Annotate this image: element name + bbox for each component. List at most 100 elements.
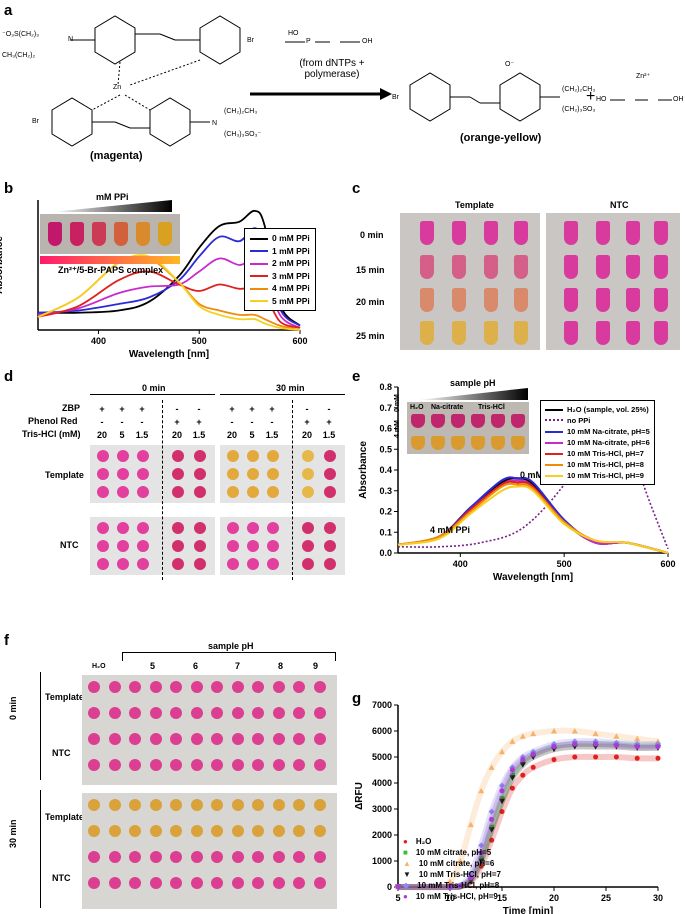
- well: [88, 759, 100, 771]
- data-point: [499, 782, 505, 789]
- data-point: [634, 735, 641, 742]
- series-band-3: [397, 743, 659, 891]
- data-point: [519, 762, 526, 768]
- d-row-zbp: ZBP: [62, 403, 80, 413]
- legend-label: 10 mM Tris-HCl, pH=7: [418, 870, 501, 879]
- x-tick-label: 25: [601, 893, 611, 903]
- legend-entry: ● 10 mM Tris-HCl, pH=9: [403, 891, 501, 902]
- b-inset-photo: [40, 214, 180, 254]
- well: [149, 759, 162, 771]
- zn2-label: Zn²⁺: [636, 73, 651, 80]
- legend-label: 0 mM PPi: [272, 233, 310, 243]
- well: [313, 799, 326, 811]
- legend-swatch: [545, 419, 563, 423]
- y-tick-label: 0.0: [379, 548, 392, 558]
- well: [293, 851, 305, 863]
- d-template: Template: [45, 470, 84, 480]
- bottom-chain2: (CH₃)₃SO₃⁻: [224, 131, 262, 138]
- f-ph-col: 8: [278, 661, 284, 671]
- e-inset-citrate: Na-citrate: [431, 404, 464, 411]
- well: [129, 681, 141, 693]
- well: [190, 877, 203, 889]
- data-point: [499, 796, 505, 802]
- c-row-25: 25 min: [356, 331, 385, 341]
- n-bottom: N: [212, 120, 218, 127]
- tube-3mm: [114, 222, 128, 246]
- data-point: [634, 744, 640, 750]
- data-point: [478, 842, 485, 849]
- data-point: [655, 755, 661, 761]
- data-point: [467, 871, 474, 877]
- n-left: N: [68, 36, 74, 43]
- well: [231, 681, 244, 693]
- legend-marker: ▼: [403, 870, 411, 879]
- data-point: [655, 744, 661, 750]
- well: [129, 733, 141, 745]
- d-zbp-value: -: [305, 404, 309, 414]
- legend-marker: ●: [403, 892, 408, 901]
- legend-entry: no PPi: [545, 415, 650, 426]
- well: [252, 851, 264, 863]
- panel-b-label: b: [4, 180, 14, 197]
- y-tick-label: 3000: [372, 804, 392, 814]
- legend-entry: 10 mM Tris-HCl, pH=9: [545, 470, 650, 481]
- d-time-0: 0 min: [142, 383, 166, 393]
- c-row-20: 20 min: [356, 297, 385, 307]
- well: [190, 707, 203, 719]
- d-zbp-value: -: [327, 404, 331, 414]
- zn-label: Zn: [113, 84, 122, 91]
- p-top: P: [306, 38, 311, 45]
- data-point: [519, 733, 526, 739]
- well: [272, 799, 285, 811]
- d-photo-30min-template: [220, 445, 345, 503]
- well: [88, 877, 100, 889]
- well: [129, 851, 141, 863]
- well: [170, 877, 182, 889]
- well: [293, 799, 305, 811]
- legend-entry: 5 mM PPi: [250, 295, 310, 308]
- well: [272, 759, 285, 771]
- e-label-4mm: 4 mM PPi: [430, 525, 471, 535]
- data-point: [395, 884, 401, 890]
- panel-f-label: f: [4, 632, 9, 649]
- data-point: [571, 738, 578, 745]
- d-zbp-value: +: [249, 404, 255, 414]
- well: [231, 825, 244, 837]
- well: [149, 877, 162, 889]
- well: [231, 877, 244, 889]
- data-point: [551, 728, 557, 734]
- legend-entry: H₂O (sample, vol. 25%): [545, 404, 650, 415]
- well: [170, 759, 182, 771]
- data-point: [613, 733, 620, 739]
- well: [190, 681, 203, 693]
- right-chain1: (CH₂)₂CH₃: [562, 86, 596, 93]
- well: [129, 759, 141, 771]
- well: [211, 759, 223, 771]
- magenta-label: (magenta): [90, 150, 143, 162]
- d-phenol-value: -: [140, 417, 144, 427]
- e-inset-tris: Tris-HCl: [478, 404, 505, 411]
- data-point: [551, 744, 557, 750]
- f-header: sample pH: [208, 641, 254, 651]
- y-tick-label: 0.1: [379, 527, 392, 537]
- data-point: [509, 775, 516, 781]
- y-tick-label: 6000: [372, 726, 392, 736]
- well: [211, 825, 223, 837]
- benzene-ring-product: [499, 72, 541, 122]
- well: [108, 825, 121, 837]
- well: [190, 851, 203, 863]
- data-point: [478, 787, 485, 794]
- legend-entry: 10 mM Tris-HCl, pH=8: [545, 459, 650, 470]
- well: [129, 707, 141, 719]
- well: [129, 799, 141, 811]
- y-tick-label: 4000: [372, 778, 392, 788]
- legend-marker: ▲: [403, 859, 411, 868]
- br-product: Br: [392, 94, 399, 101]
- data-point: [509, 785, 515, 791]
- well: [149, 825, 162, 837]
- series-band-0: [397, 753, 659, 891]
- y-tick-label: 0.2: [379, 507, 392, 517]
- legend-label: no PPi: [567, 416, 591, 425]
- well: [190, 799, 203, 811]
- x-axis-label: Time [min]: [503, 906, 553, 914]
